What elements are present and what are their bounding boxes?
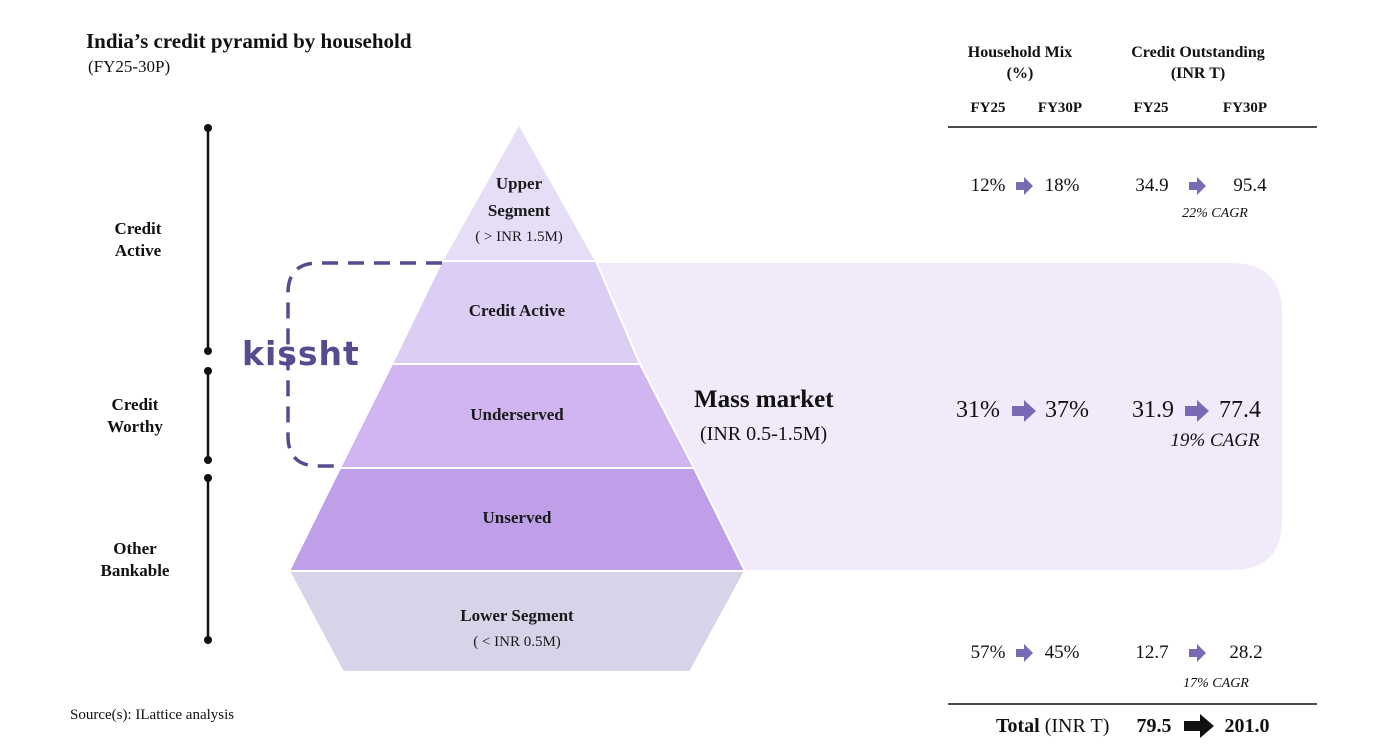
source-note: Source(s): ILattice analysis xyxy=(70,707,235,723)
category-line: Worthy xyxy=(107,417,163,436)
row-lower-cagr: 17% CAGR xyxy=(1183,676,1249,691)
col-credit-fy30p: FY30P xyxy=(1222,100,1268,116)
pyramid-lower-segment xyxy=(287,570,747,673)
kissht-bracket xyxy=(286,261,442,468)
row-mass-credit-fy30p: 77.4 xyxy=(1219,397,1261,423)
header-line: Household Mix xyxy=(967,44,1073,61)
category-line: Bankable xyxy=(100,561,170,580)
category-other-bankable: Other Bankable xyxy=(85,538,185,582)
other-bankable-top-dot xyxy=(204,474,212,482)
credit-active-top-dot xyxy=(204,124,212,132)
total-fy25: 79.5 xyxy=(1136,715,1172,737)
row-mass-credit-fy25: 31.9 xyxy=(1132,397,1174,423)
row-upper-credit-fy30p: 95.4 xyxy=(1233,175,1267,196)
underserved-label: Underserved xyxy=(470,405,564,424)
row-lower-mix-fy25: 57% xyxy=(970,642,1006,663)
upper-segment-sub: ( > INR 1.5M) xyxy=(475,229,563,245)
total-unit: (INR T) xyxy=(1044,715,1110,737)
household-mix-header: Household Mix (%) xyxy=(950,42,1090,84)
mass-market-sub: (INR 0.5-1.5M) xyxy=(700,423,828,445)
category-credit-worthy: Credit Worthy xyxy=(85,394,185,438)
unserved-label: Unserved xyxy=(482,508,552,527)
lower-segment-sub: ( < INR 0.5M) xyxy=(473,634,561,650)
arrow-icon xyxy=(1012,400,1036,422)
kissht-logo: kissht xyxy=(242,334,360,373)
arrow-icon xyxy=(1189,177,1206,195)
upper-segment-line1: Upper xyxy=(495,174,543,193)
row-upper-mix-fy30p: 18% xyxy=(1044,175,1080,196)
row-upper-mix-fy25: 12% xyxy=(970,175,1006,196)
header-line: (%) xyxy=(1006,65,1034,82)
lower-segment-label: Lower Segment ( < INR 0.5M) xyxy=(417,602,617,656)
col-mix-fy25: FY25 xyxy=(970,100,1006,116)
credit-active-bottom-dot xyxy=(204,347,212,355)
col-credit-fy25: FY25 xyxy=(1133,100,1169,116)
arrow-icon xyxy=(1016,177,1033,195)
row-upper-cagr: 22% CAGR xyxy=(1182,206,1248,221)
arrow-icon xyxy=(1185,400,1209,422)
category-credit-active: Credit Active xyxy=(88,218,188,262)
credit-outstanding-header: Credit Outstanding (INR T) xyxy=(1118,42,1278,84)
credit-worthy-bottom-dot xyxy=(204,456,212,464)
total-label: Total (INR T) xyxy=(996,715,1109,738)
category-line: Other xyxy=(113,539,157,558)
upper-segment-label: Upper Segment ( > INR 1.5M) xyxy=(440,170,598,251)
category-line: Credit xyxy=(114,219,162,238)
arrow-icon xyxy=(1189,644,1206,662)
row-mass-mix-fy30p: 37% xyxy=(1045,397,1089,423)
row-mass-cagr: 19% CAGR xyxy=(1170,430,1260,451)
header-line: Credit Outstanding xyxy=(1131,44,1265,61)
mass-market-title: Mass market xyxy=(694,386,834,413)
other-bankable-bottom-dot xyxy=(204,636,212,644)
category-line: Credit xyxy=(111,395,159,414)
row-upper-credit-fy25: 34.9 xyxy=(1135,175,1169,196)
mass-market-panel xyxy=(590,263,1282,570)
credit-active-label: Credit Active xyxy=(468,301,566,320)
category-line: Active xyxy=(114,241,162,260)
row-mass-mix-fy25: 31% xyxy=(956,397,1000,423)
page-subtitle: (FY25-30P) xyxy=(88,57,171,76)
arrow-icon xyxy=(1016,644,1033,662)
row-lower-credit-fy30p: 28.2 xyxy=(1229,642,1263,663)
total-arrow-icon xyxy=(1184,714,1214,738)
credit-worthy-top-dot xyxy=(204,367,212,375)
upper-segment-line2: Segment xyxy=(487,201,551,220)
header-line: (INR T) xyxy=(1170,65,1226,82)
col-mix-fy30p: FY30P xyxy=(1037,100,1083,116)
total-label-bold: Total xyxy=(996,715,1040,737)
row-lower-mix-fy30p: 45% xyxy=(1044,642,1080,663)
lower-segment-line: Lower Segment xyxy=(460,606,574,625)
row-lower-credit-fy25: 12.7 xyxy=(1135,642,1169,663)
page-title: India’s credit pyramid by household xyxy=(86,29,412,53)
total-fy30p: 201.0 xyxy=(1224,715,1270,737)
